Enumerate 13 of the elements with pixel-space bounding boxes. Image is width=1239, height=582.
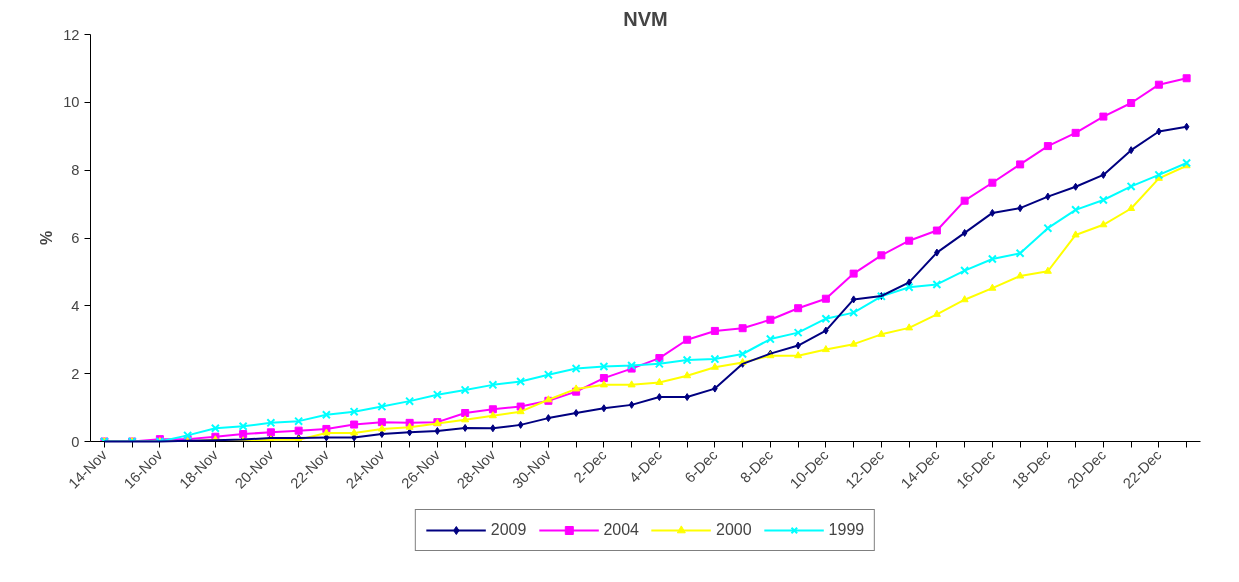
y-tick-label: 0 xyxy=(71,433,80,450)
y-axis-title: % xyxy=(38,230,56,246)
legend-label: 2004 xyxy=(603,521,639,539)
y-tick-label: 8 xyxy=(71,162,80,179)
y-tick-label: 2 xyxy=(71,365,80,382)
legend-label: 2000 xyxy=(716,521,752,539)
legend-label: 1999 xyxy=(828,521,865,539)
y-tick-label: 6 xyxy=(71,230,80,246)
y-tick-label: 4 xyxy=(71,297,80,314)
chart-title: NVM xyxy=(623,7,668,30)
legend-label: 2009 xyxy=(490,521,527,539)
y-tick-label: 12 xyxy=(63,26,80,43)
y-tick-label: 10 xyxy=(63,94,80,111)
